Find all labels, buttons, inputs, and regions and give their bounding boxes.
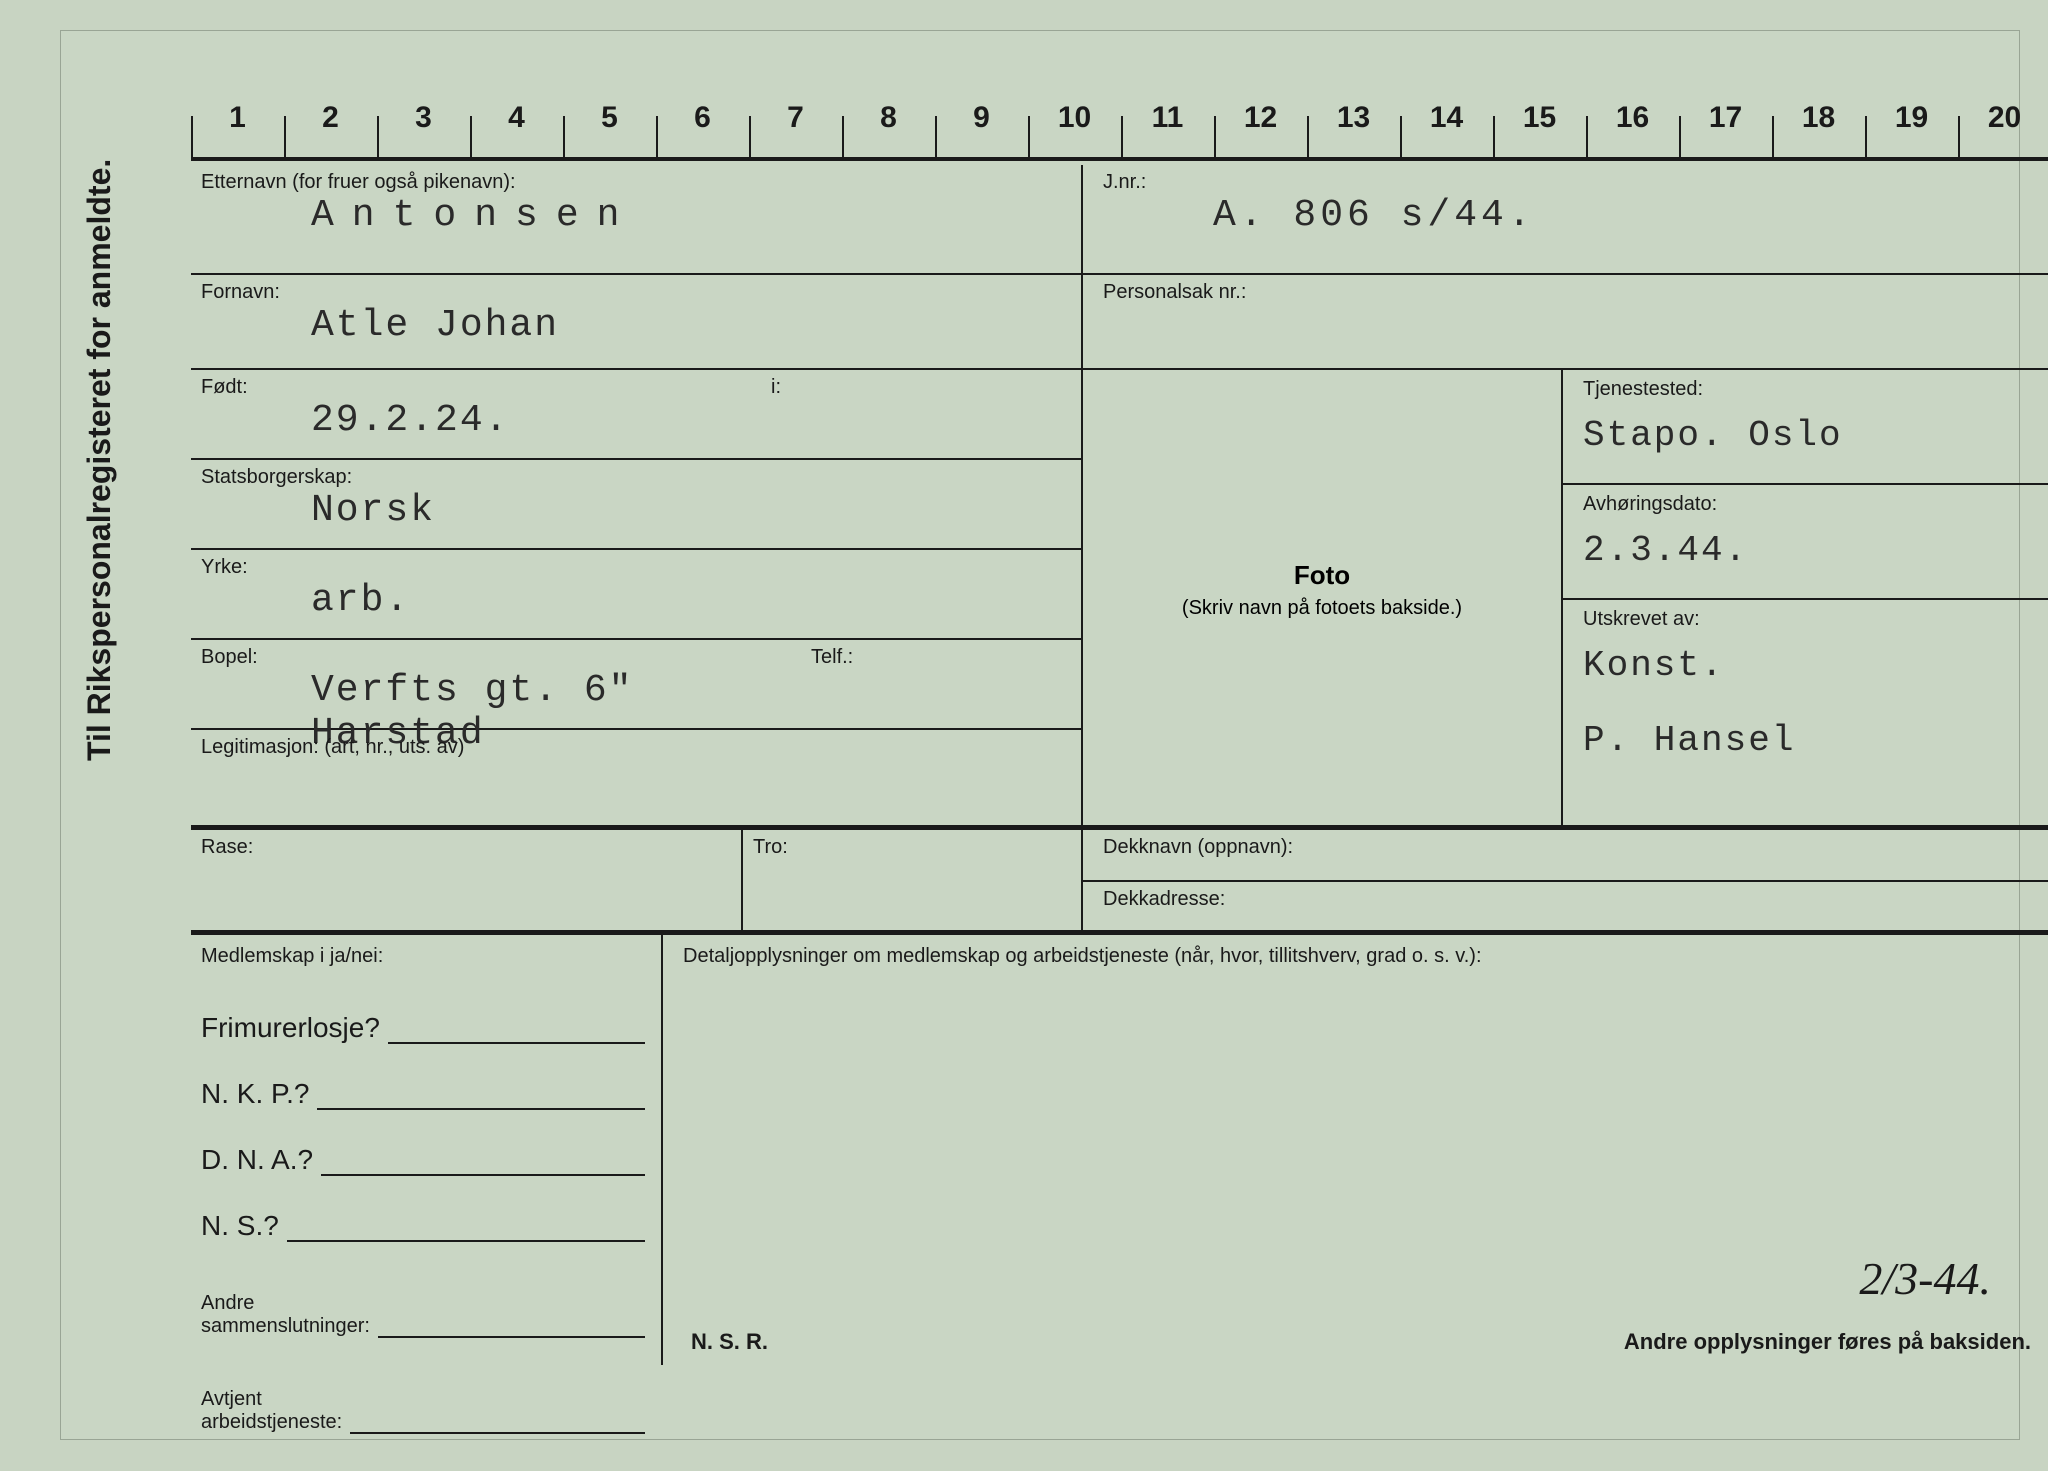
field-andre-samm: Andre sammenslutninger: — [201, 1272, 645, 1338]
photo-box: Foto (Skriv navn på fotoets bakside.) — [1081, 370, 1561, 825]
field-utskrevet: Utskrevet av: Konst. P. Hansel — [1563, 600, 2048, 830]
label-fodt: Født: — [201, 376, 771, 399]
label-etternavn: Etternavn (for fruer også pikenavn): — [201, 171, 1071, 194]
field-fodt-i: i: — [771, 376, 1071, 458]
field-bopel: Bopel: Verfts gt. 6" Harstad Telf.: — [191, 640, 1081, 730]
field-dekknavn: Dekknavn (oppnavn): — [1083, 830, 2048, 882]
label-foto-sub: (Skriv navn på fotoets bakside.) — [1083, 597, 1561, 620]
ruler-tick: 16 — [1586, 71, 1679, 157]
ruler-tick: 12 — [1214, 71, 1307, 157]
ruler-tick: 20 — [1958, 71, 2048, 157]
ruler-tick: 1 — [191, 71, 284, 157]
value-utskrevet2: P. Hansel — [1583, 720, 2035, 761]
ruler-tick: 6 — [656, 71, 749, 157]
label-fodt-i: i: — [771, 376, 1071, 399]
ruler-tick: 5 — [563, 71, 656, 157]
field-fodt: Født: 29.2.24. — [201, 376, 771, 458]
value-tjenestested: Stapo. Oslo — [1583, 415, 2035, 456]
field-ns: N. S.? — [201, 1176, 645, 1242]
field-tro: Tro: — [741, 830, 1081, 930]
value-avhoringsdato: 2.3.44. — [1583, 530, 2035, 571]
value-fodt: 29.2.24. — [201, 399, 771, 442]
label-tro: Tro: — [753, 836, 1071, 859]
label-yrke: Yrke: — [201, 556, 1071, 579]
ruler-tick: 4 — [470, 71, 563, 157]
label-frimurer: Frimurerlosje? — [201, 1012, 380, 1044]
ruler-tick: 8 — [842, 71, 935, 157]
ruler-tick: 7 — [749, 71, 842, 157]
value-fornavn: Atle Johan — [201, 304, 1071, 347]
ruler-tick: 18 — [1772, 71, 1865, 157]
registration-card: Til Rikspersonalregisteret for anmeldte.… — [60, 30, 2020, 1440]
details-box: Detaljopplysninger om medlemskap og arbe… — [661, 935, 2048, 1365]
value-etternavn: Antonsen — [201, 194, 1071, 237]
label-statsborgerskap: Statsborgerskap: — [201, 466, 1071, 489]
label-ns: N. S.? — [201, 1210, 279, 1242]
label-tjenestested: Tjenestested: — [1583, 378, 2035, 401]
label-dekknavn: Dekknavn (oppnavn): — [1103, 836, 2041, 859]
label-medlemskap: Medlemskap i ja/nei: — [201, 945, 645, 968]
ruler-tick: 14 — [1400, 71, 1493, 157]
ruler-tick: 13 — [1307, 71, 1400, 157]
label-avhoringsdato: Avhøringsdato: — [1583, 493, 2035, 516]
ruler-tick: 17 — [1679, 71, 1772, 157]
label-utskrevet: Utskrevet av: — [1583, 608, 2035, 631]
label-bopel: Bopel: — [201, 646, 811, 669]
field-dna: D. N. A.? — [201, 1110, 645, 1176]
label-detaljer: Detaljopplysninger om medlemskap og arbe… — [683, 945, 2035, 968]
dekk-fields: Dekknavn (oppnavn): Dekkadresse: — [1081, 830, 2048, 930]
ruler-tick: 10 — [1028, 71, 1121, 157]
field-fornavn: Fornavn: Atle Johan — [191, 275, 1081, 368]
value-statsborgerskap: Norsk — [201, 489, 1071, 532]
ruler-tick: 15 — [1493, 71, 1586, 157]
label-andre-samm: Andre sammenslutninger: — [201, 1292, 370, 1338]
ruler-tick: 3 — [377, 71, 470, 157]
footer-note: Andre opplysninger føres på baksiden. — [1624, 1329, 2031, 1355]
field-frimurer: Frimurerlosje? — [201, 978, 645, 1044]
field-nkp: N. K. P.? — [201, 1044, 645, 1110]
label-fornavn: Fornavn: — [201, 281, 1071, 304]
nsr-label: N. S. R. — [691, 1329, 768, 1355]
field-yrke: Yrke: arb. — [191, 550, 1081, 640]
ruler-tick: 2 — [284, 71, 377, 157]
value-yrke: arb. — [201, 579, 1071, 622]
label-personalsak: Personalsak nr.: — [1103, 281, 2041, 304]
ruler-tick: 9 — [935, 71, 1028, 157]
field-avhoringsdato: Avhøringsdato: 2.3.44. — [1563, 485, 2048, 600]
membership-box: Medlemskap i ja/nei: Frimurerlosje? N. K… — [191, 935, 661, 1365]
label-dekkadresse: Dekkadresse: — [1103, 888, 2041, 911]
form-area: Etternavn (for fruer også pikenavn): Ant… — [191, 165, 2048, 1365]
label-nkp: N. K. P.? — [201, 1078, 309, 1110]
label-foto: Foto — [1083, 560, 1561, 591]
label-jnr: J.nr.: — [1103, 171, 2041, 194]
ruler: 1 2 3 4 5 6 7 8 9 10 11 12 13 14 15 16 1… — [191, 71, 2048, 161]
field-dekkadresse: Dekkadresse: — [1083, 882, 2048, 935]
value-utskrevet1: Konst. — [1583, 645, 2035, 686]
field-avtjent: Avtjent arbeidstjeneste: — [201, 1368, 645, 1434]
field-rase: Rase: — [191, 830, 741, 930]
label-avtjent: Avtjent arbeidstjeneste: — [201, 1388, 342, 1434]
field-statsborgerskap: Statsborgerskap: Norsk — [191, 460, 1081, 550]
field-jnr: J.nr.: A. 806 s/44. — [1081, 165, 2048, 273]
value-jnr: A. 806 s/44. — [1103, 194, 2041, 237]
ruler-tick: 19 — [1865, 71, 1958, 157]
label-rase: Rase: — [201, 836, 731, 859]
label-dna: D. N. A.? — [201, 1144, 313, 1176]
left-fields: Født: 29.2.24. i: Statsborgerskap: Norsk… — [191, 370, 1081, 825]
field-personalsak: Personalsak nr.: — [1081, 275, 2048, 368]
right-boxes: Tjenestested: Stapo. Oslo Avhøringsdato:… — [1561, 370, 2048, 825]
field-etternavn: Etternavn (for fruer også pikenavn): Ant… — [191, 165, 1081, 273]
ruler-tick: 11 — [1121, 71, 1214, 157]
handwritten-date: 2/3-44. — [1859, 1252, 1991, 1305]
label-telf: Telf.: — [811, 646, 1071, 669]
field-tjenestested: Tjenestested: Stapo. Oslo — [1563, 370, 2048, 485]
sidebar-title: Til Rikspersonalregisteret for anmeldte. — [81, 159, 118, 761]
